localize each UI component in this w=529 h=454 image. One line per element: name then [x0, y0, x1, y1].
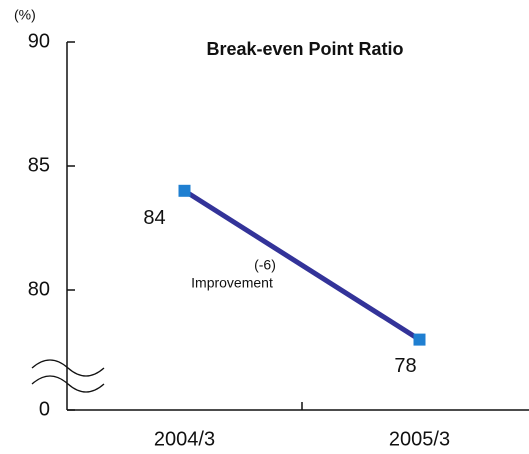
data-label: 78: [394, 355, 416, 377]
chart-title: Break-even Point Ratio: [206, 39, 403, 59]
x-tick-label: 2004/3: [154, 428, 215, 450]
line: [183, 188, 421, 342]
axis-break: [31, 359, 105, 377]
y-tick-label: 80: [28, 278, 50, 300]
x-tick-label: 2005/3: [389, 428, 450, 450]
y-tick-label: 90: [28, 30, 50, 52]
annotation: (-6): [254, 257, 276, 273]
y-unit: (%): [14, 7, 36, 23]
marker: [413, 333, 426, 346]
data-label: 84: [143, 207, 165, 229]
annotation: Improvement: [191, 275, 273, 291]
marker: [178, 184, 191, 197]
axis-break: [31, 375, 105, 393]
y-tick-label: 85: [28, 154, 50, 176]
y-tick-label: 0: [39, 398, 50, 420]
